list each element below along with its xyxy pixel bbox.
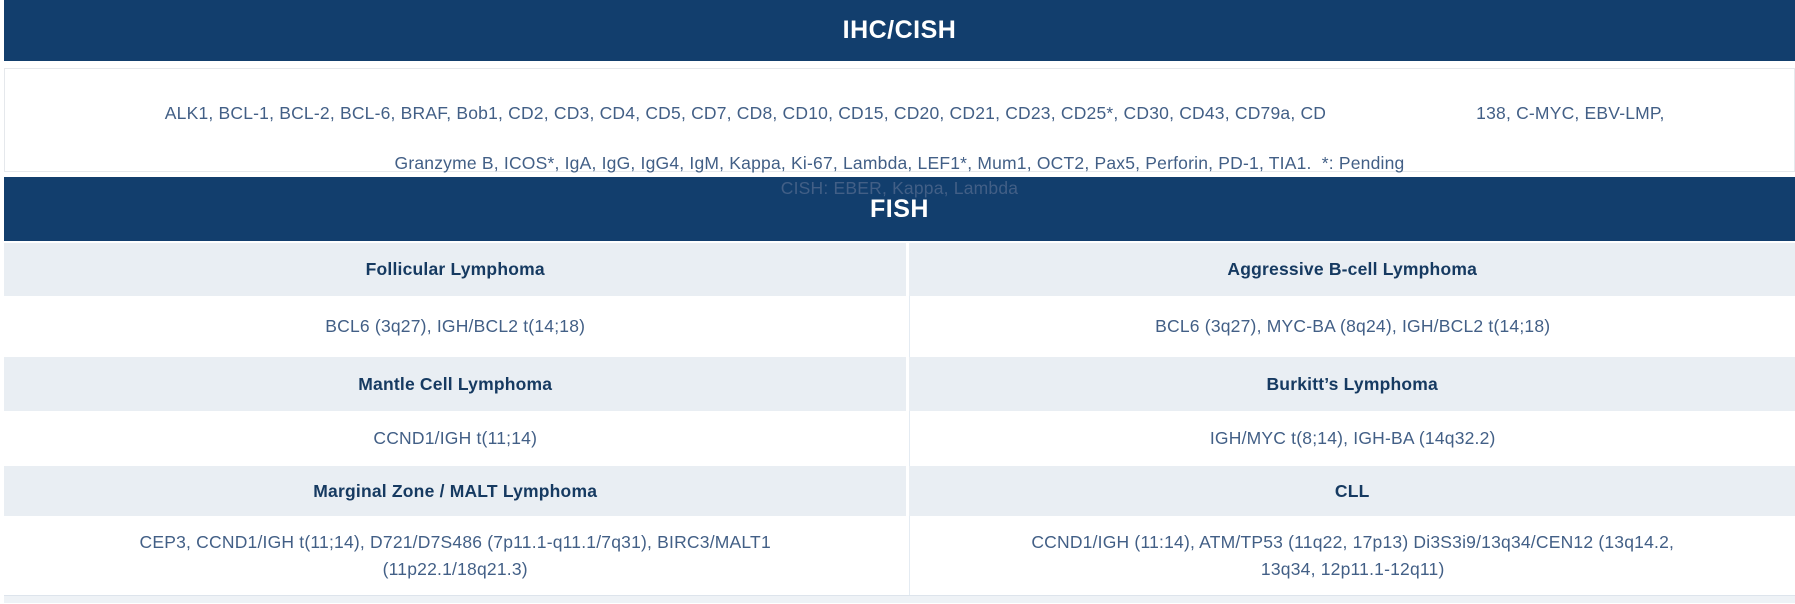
header-cell-burkitts-lymphoma: Burkitt’s Lymphoma xyxy=(909,357,1795,411)
table-row-headers-2: Mantle Cell Lymphoma Burkitt’s Lymphoma xyxy=(4,357,1795,411)
table-row-values-3: CEP3, CCND1/IGH t(11;14), D721/D7S486 (7… xyxy=(4,516,1795,595)
probe-list: IGH/MYC t(8;14), IGH-BA (14q32.2) xyxy=(1209,428,1496,448)
value-cell-burkitts-lymphoma: IGH/MYC t(8;14), IGH-BA (14q32.2) xyxy=(909,411,1795,466)
table-row-headers-1: Follicular Lymphoma Aggressive B-cell Ly… xyxy=(4,243,1795,296)
header-cell-cll: CLL xyxy=(909,466,1795,516)
probe-list: CCND1/IGH t(11;14) xyxy=(373,428,538,448)
value-cell-cll: CCND1/IGH (11:14), ATM/TP53 (11q22, 17p1… xyxy=(909,516,1795,595)
value-cell-follicular-lymphoma: BCL6 (3q27), IGH/BCL2 t(14;18) xyxy=(4,296,907,357)
ihc-marker-line-1: ALK1, BCL-1, BCL-2, BCL-6, BRAF, Bob1, C… xyxy=(5,76,1794,151)
fish-section-banner: FISH xyxy=(4,177,1795,241)
ihc-cish-marker-list: ALK1, BCL-1, BCL-2, BCL-6, BRAF, Bob1, C… xyxy=(4,68,1795,198)
ihc-cish-title: IHC/CISH xyxy=(842,16,957,44)
column-gap-spacer xyxy=(1326,118,1476,119)
probe-list: BCL6 (3q27), IGH/BCL2 t(14;18) xyxy=(325,316,586,336)
ihc-cish-section-banner: IHC/CISH xyxy=(4,0,1795,61)
probe-list: BCL6 (3q27), MYC-BA (8q24), IGH/BCL2 t(1… xyxy=(1155,316,1551,336)
table-row-values-2: CCND1/IGH t(11;14) IGH/MYC t(8;14), IGH-… xyxy=(4,411,1795,466)
cish-marker-line: CISH: EBER, Kappa, Lambda xyxy=(780,178,1019,198)
probe-list: CCND1/IGH (11:14), ATM/TP53 (11q22, 17p1… xyxy=(1031,531,1675,579)
fish-panel-table: Follicular Lymphoma Aggressive B-cell Ly… xyxy=(4,243,1795,595)
ihc-marker-line-2: Granzyme B, ICOS*, IgA, IgG, IgG4, IgM, … xyxy=(394,153,1405,173)
table-row-values-1: BCL6 (3q27), IGH/BCL2 t(14;18) BCL6 (3q2… xyxy=(4,296,1795,357)
fish-title: FISH xyxy=(870,194,929,223)
value-cell-mantle-cell-lymphoma: CCND1/IGH t(11;14) xyxy=(4,411,907,466)
header-cell-follicular-lymphoma: Follicular Lymphoma xyxy=(4,243,907,296)
ihc-marker-line-1-right: 138, C-MYC, EBV-LMP, xyxy=(1476,103,1665,123)
header-cell-aggressive-b-cell-lymphoma: Aggressive B-cell Lymphoma xyxy=(909,243,1795,296)
header-cell-mantle-cell-lymphoma: Mantle Cell Lymphoma xyxy=(4,357,907,411)
table-row-headers-3: Marginal Zone / MALT Lymphoma CLL xyxy=(4,466,1795,516)
value-cell-marginal-zone-malt-lymphoma: CEP3, CCND1/IGH t(11;14), D721/D7S486 (7… xyxy=(4,516,907,595)
probe-list: CEP3, CCND1/IGH t(11;14), D721/D7S486 (7… xyxy=(139,531,771,579)
next-row-partial-strip xyxy=(4,595,1795,603)
value-cell-aggressive-b-cell-lymphoma: BCL6 (3q27), MYC-BA (8q24), IGH/BCL2 t(1… xyxy=(909,296,1795,357)
ihc-marker-line-1-left: ALK1, BCL-1, BCL-2, BCL-6, BRAF, Bob1, C… xyxy=(164,103,1327,123)
header-cell-marginal-zone-malt-lymphoma: Marginal Zone / MALT Lymphoma xyxy=(4,466,907,516)
